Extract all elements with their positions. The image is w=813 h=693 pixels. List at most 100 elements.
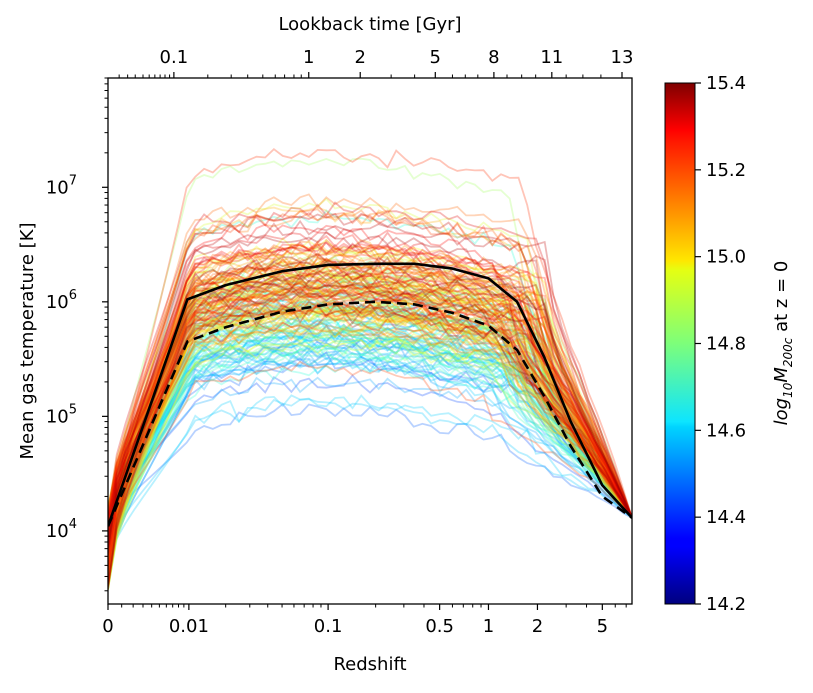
colorbar-tick-label: 15.4	[706, 73, 746, 94]
cluster-history-line	[108, 301, 632, 556]
cluster-history-line	[108, 279, 632, 519]
cluster-history-line	[108, 302, 632, 526]
cluster-history-line	[108, 315, 632, 529]
x-tick-label: 0.1	[314, 616, 343, 637]
cluster-history-line	[108, 238, 632, 582]
cluster-history-line	[108, 320, 632, 550]
cluster-history-line	[108, 343, 632, 554]
cluster-history-line	[108, 275, 632, 545]
cluster-history-line	[108, 394, 632, 569]
x-tick-label: 0.5	[425, 616, 454, 637]
cluster-history-line	[108, 282, 632, 535]
colorbar-tick-label: 14.2	[706, 594, 746, 615]
cluster-history-line	[108, 398, 632, 554]
cluster-history-line	[108, 269, 632, 575]
cluster-history-line	[108, 374, 632, 520]
top-tick-label: 5	[430, 47, 441, 68]
cluster-history-line	[108, 402, 632, 531]
cluster-history-line	[108, 251, 632, 565]
top-tick-label: 13	[611, 47, 634, 68]
y-axis-label: Mean gas temperature [K]	[17, 222, 38, 459]
cluster-history-line	[108, 288, 632, 519]
cluster-history-line	[108, 246, 632, 561]
y-axis-ticks: 104 105 106 107	[46, 77, 108, 592]
cluster-history-line	[108, 287, 632, 575]
cluster-history-line	[108, 197, 632, 569]
cluster-history-line	[108, 313, 632, 555]
cluster-history-line	[108, 289, 632, 568]
cluster-history-line	[108, 322, 632, 534]
cluster-history-line	[108, 349, 632, 571]
cluster-history-line	[108, 362, 632, 535]
cluster-history-line	[108, 351, 632, 576]
top-tick-label: 1	[303, 47, 314, 68]
y-tick-label: 105	[46, 402, 77, 427]
cluster-history-line	[108, 270, 632, 549]
cluster-history-line	[108, 298, 632, 548]
cluster-history-line	[108, 208, 632, 557]
cluster-history-line	[108, 193, 632, 551]
cluster-history-line	[108, 269, 632, 527]
cluster-history-line	[108, 333, 632, 586]
cluster-history-line	[108, 324, 632, 552]
cluster-history-line	[108, 228, 632, 557]
colorbar-tick-label: 14.6	[706, 420, 746, 441]
cluster-history-line	[108, 241, 632, 570]
cluster-history-line	[108, 277, 632, 519]
cluster-history-line	[108, 304, 632, 586]
cluster-history-line	[108, 309, 632, 540]
cluster-history-line	[108, 323, 632, 524]
cluster-history-line	[108, 257, 632, 551]
cluster-history-line	[108, 303, 632, 572]
cluster-history-line	[108, 272, 632, 564]
y-tick-label: 106	[46, 288, 77, 313]
cluster-history-line	[108, 148, 632, 578]
cluster-history-line	[108, 273, 632, 520]
cluster-history-line	[108, 275, 632, 541]
cluster-history-line	[108, 305, 632, 573]
cluster-history-line	[108, 267, 632, 590]
cluster-history-line	[108, 331, 632, 572]
plot-frame	[107, 77, 633, 605]
cluster-history-line	[108, 302, 632, 545]
cluster-history-line	[108, 306, 632, 567]
cluster-history-line	[108, 338, 632, 529]
x-tick-label: 0	[102, 616, 113, 637]
cluster-history-line	[108, 332, 632, 519]
cluster-history-line	[108, 330, 632, 584]
cluster-history-line	[108, 283, 632, 519]
cluster-history-line	[108, 337, 632, 571]
cluster-history-line	[108, 318, 632, 522]
cluster-history-line	[108, 327, 632, 539]
cluster-history-line	[108, 230, 632, 553]
cluster-history-line	[108, 288, 632, 587]
cluster-history-line	[108, 257, 632, 533]
cluster-history-line	[108, 279, 632, 588]
cluster-history-line	[108, 286, 632, 532]
cluster-history-line	[108, 360, 632, 550]
cluster-history-line	[108, 280, 632, 574]
cluster-history-line	[108, 262, 632, 521]
colorbar-ticks: 14.2 14.4 14.6 14.8 15.0 15.2 15.4	[695, 73, 746, 615]
cluster-history-line	[108, 261, 632, 519]
cluster-history-line	[108, 333, 632, 571]
cluster-history-line	[108, 344, 632, 574]
cluster-history-line	[108, 323, 632, 527]
cluster-history-line	[108, 326, 632, 590]
cluster-history-line	[108, 305, 632, 590]
cluster-history-line	[108, 252, 632, 590]
cluster-history-line	[108, 309, 632, 590]
cluster-history-line	[108, 285, 632, 519]
x-tick-label: 2	[532, 616, 543, 637]
cluster-history-line	[108, 348, 632, 569]
cluster-history-line	[108, 267, 632, 522]
cluster-history-line	[108, 301, 632, 580]
cluster-history-line	[108, 312, 632, 569]
summary-lines	[108, 262, 632, 527]
cluster-history-line	[108, 265, 632, 519]
cluster-history-line	[108, 357, 632, 577]
cluster-history-line	[108, 302, 632, 590]
cluster-history-line	[108, 317, 632, 532]
cluster-history-line	[108, 282, 632, 585]
